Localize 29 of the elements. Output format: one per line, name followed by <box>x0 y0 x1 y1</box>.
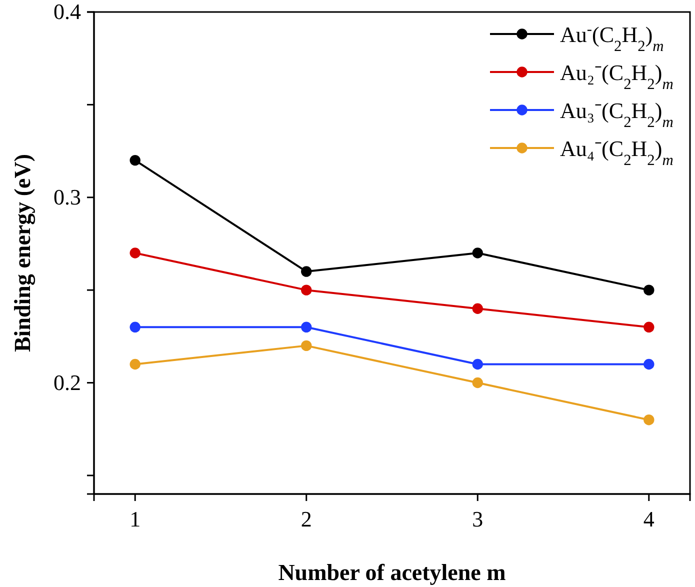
point <box>472 248 483 258</box>
point <box>472 303 483 314</box>
point <box>472 377 483 388</box>
point <box>301 284 312 296</box>
legend-label: Au$^{-}$(C$_{2}$H$_{2}$)$_{m}$ <box>560 20 664 54</box>
y-axis-title: Binding energy (eV) <box>10 154 36 352</box>
x-tick-label: 2 <box>300 506 312 532</box>
y-tick-label: 0.4 <box>54 0 81 24</box>
point <box>301 266 312 277</box>
point <box>130 358 140 370</box>
legend-label: Au₃⁻(C$_{2}$H$_{2}$)$_{m}$ <box>560 98 674 130</box>
point <box>301 340 312 352</box>
y-tick-label: 0.2 <box>54 370 81 395</box>
point <box>301 322 312 332</box>
x-tick-label: 3 <box>472 506 484 532</box>
point <box>644 284 654 296</box>
x-tick-label: 1 <box>130 506 141 532</box>
x-axis-title: Number of acetylene m <box>278 560 506 585</box>
x-tick-label: 4 <box>643 506 654 532</box>
point <box>130 248 140 258</box>
point <box>130 154 140 166</box>
legend-label: Au₂⁻(C$_{2}$H$_{2}$)$_{m}$ <box>560 60 674 92</box>
point <box>472 358 483 370</box>
point <box>644 322 654 332</box>
legend-label: Au₄⁻(C$_{2}$H$_{2}$)$_{m}$ <box>560 136 674 168</box>
point <box>130 322 140 332</box>
y-tick-label: 0.3 <box>54 184 81 210</box>
point <box>644 358 654 370</box>
point <box>644 414 654 426</box>
